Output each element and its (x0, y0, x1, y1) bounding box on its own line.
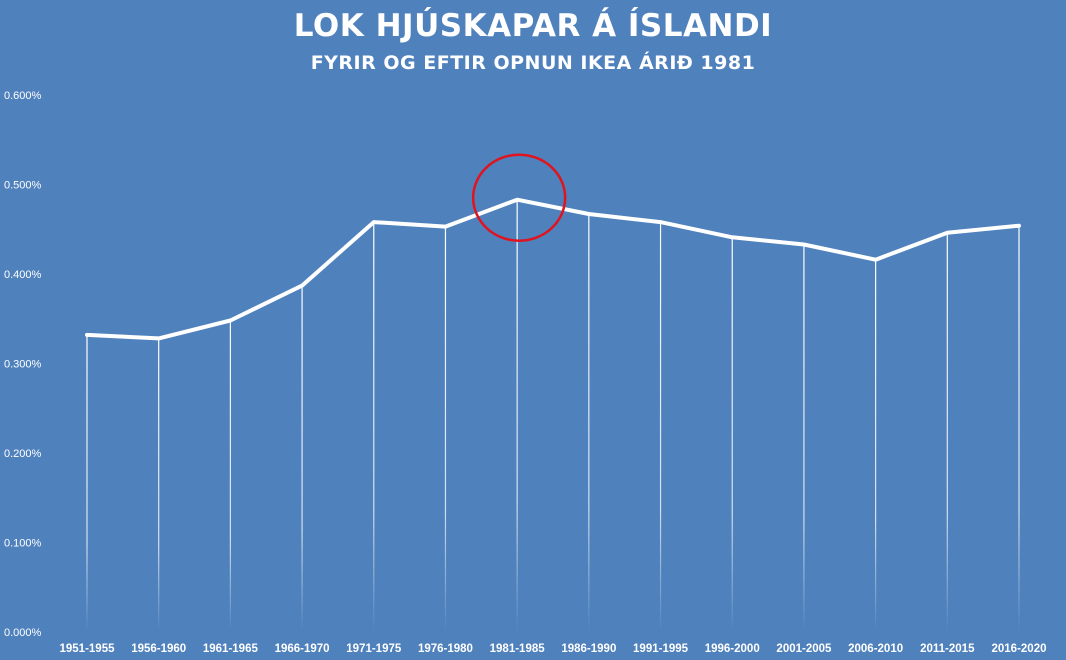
y-tick-label: 0.100% (4, 538, 42, 550)
x-tick-label: 1991-1995 (633, 643, 689, 655)
data-line-group (85, 197, 1021, 341)
data-point (372, 220, 376, 224)
x-tick-label: 1961-1965 (203, 643, 259, 655)
data-point (945, 231, 949, 235)
x-tick-label: 1986-1990 (561, 643, 616, 655)
data-point (874, 258, 878, 262)
y-tick-label: 0.200% (4, 448, 42, 460)
drop-line (516, 199, 518, 632)
drop-line (803, 244, 805, 632)
x-axis: 1951-1955 1956-1960 1961-1965 1966-1970 1971… (60, 643, 1047, 655)
drop-line (1018, 225, 1020, 633)
drop-line (875, 259, 877, 632)
x-tick-label: 1971-1975 (346, 643, 402, 655)
data-point (659, 220, 663, 224)
x-tick-label: 2016-2020 (992, 643, 1047, 655)
x-tick-label: 1956-1960 (131, 643, 186, 655)
drop-line (659, 222, 662, 632)
y-tick-label: 0.500% (4, 180, 42, 192)
y-tick-label: 0.400% (4, 269, 42, 281)
x-tick-label: 1996-2000 (705, 643, 760, 655)
data-point (1017, 224, 1021, 228)
data-point (515, 198, 519, 202)
chart-title: LOK HJÚSKAPAR Á ÍSLANDI (293, 8, 773, 44)
data-point (157, 336, 161, 340)
y-tick-label: 0.600% (4, 90, 42, 102)
x-tick-label: 2011-2015 (920, 643, 975, 655)
drop-line (86, 334, 88, 632)
drop-lines (86, 199, 1020, 633)
drop-line (229, 320, 231, 632)
data-point (730, 235, 734, 239)
x-tick-label: 2006-2010 (848, 643, 903, 655)
chart-subtitle: FYRIR OG EFTIR OPNUN IKEA ÁRIÐ 1981 (310, 52, 756, 74)
y-tick-label: 0.300% (4, 359, 42, 371)
y-tick-label: 0.000% (4, 627, 42, 639)
drop-line (444, 226, 447, 632)
data-point (443, 225, 447, 229)
x-tick-label: 1981-1985 (490, 643, 546, 655)
x-tick-label: 1966-1970 (275, 643, 330, 655)
series-line (85, 197, 1021, 341)
drop-line (946, 232, 948, 632)
highlight-circle (471, 153, 567, 242)
drop-line (373, 222, 375, 632)
data-point (300, 284, 304, 288)
highlight-group (471, 153, 567, 242)
data-point (85, 333, 89, 337)
data-point (228, 319, 232, 323)
x-tick-label: 2001-2005 (776, 643, 832, 655)
data-point (802, 242, 806, 246)
y-axis: 0.000% 0.100% 0.200% 0.300% 0.400% 0.500% 0.60… (4, 90, 42, 639)
data-point (587, 212, 591, 216)
drop-line (301, 285, 303, 632)
drop-line (588, 214, 590, 632)
x-tick-label: 1976-1980 (418, 643, 473, 655)
drop-line (731, 237, 733, 632)
x-tick-label: 1951-1955 (60, 643, 116, 655)
drop-line (158, 338, 160, 632)
